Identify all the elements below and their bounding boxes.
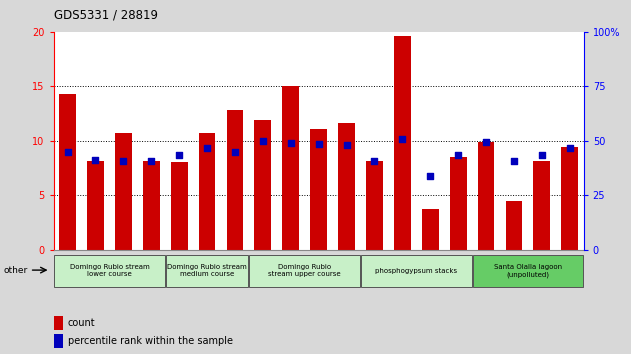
Bar: [87, 161, 104, 250]
Point: [174, 152, 184, 158]
Bar: [310, 129, 327, 250]
Bar: [505, 201, 522, 250]
Bar: [478, 142, 495, 250]
Point: [341, 142, 351, 148]
Point: [146, 159, 156, 164]
Bar: [166, 255, 249, 287]
Bar: [199, 133, 215, 250]
Bar: [115, 133, 132, 250]
Point: [369, 159, 379, 164]
Bar: [450, 157, 466, 250]
Bar: [533, 161, 550, 250]
Bar: [283, 86, 299, 250]
Point: [119, 159, 129, 164]
Bar: [54, 316, 63, 330]
Bar: [366, 161, 383, 250]
Bar: [143, 161, 160, 250]
Bar: [54, 334, 63, 348]
Point: [90, 158, 100, 163]
Point: [509, 159, 519, 164]
Bar: [227, 110, 244, 250]
Point: [425, 173, 435, 178]
Point: [286, 140, 296, 146]
Bar: [562, 147, 578, 250]
Point: [537, 152, 547, 158]
Bar: [171, 162, 187, 250]
Point: [398, 136, 408, 141]
Point: [314, 141, 324, 147]
Point: [62, 149, 73, 154]
Text: Santa Olalla lagoon
(unpolluted): Santa Olalla lagoon (unpolluted): [494, 264, 562, 278]
Point: [230, 149, 240, 154]
Text: Domingo Rubio
stream upper course: Domingo Rubio stream upper course: [268, 264, 341, 277]
Text: phosphogypsum stacks: phosphogypsum stacks: [375, 268, 457, 274]
Bar: [473, 255, 583, 287]
Text: count: count: [68, 318, 95, 328]
Bar: [394, 36, 411, 250]
Bar: [338, 123, 355, 250]
Text: other: other: [3, 266, 27, 275]
Point: [258, 138, 268, 144]
Point: [565, 145, 575, 151]
Bar: [54, 255, 165, 287]
Bar: [422, 209, 439, 250]
Text: GDS5331 / 28819: GDS5331 / 28819: [54, 9, 158, 22]
Bar: [249, 255, 360, 287]
Point: [481, 139, 491, 145]
Text: Domingo Rubio stream
medium course: Domingo Rubio stream medium course: [167, 264, 247, 277]
Text: percentile rank within the sample: percentile rank within the sample: [68, 336, 233, 346]
Point: [453, 152, 463, 158]
Text: Domingo Rubio stream
lower course: Domingo Rubio stream lower course: [69, 264, 150, 277]
Bar: [361, 255, 471, 287]
Bar: [59, 94, 76, 250]
Bar: [254, 120, 271, 250]
Point: [202, 145, 212, 151]
